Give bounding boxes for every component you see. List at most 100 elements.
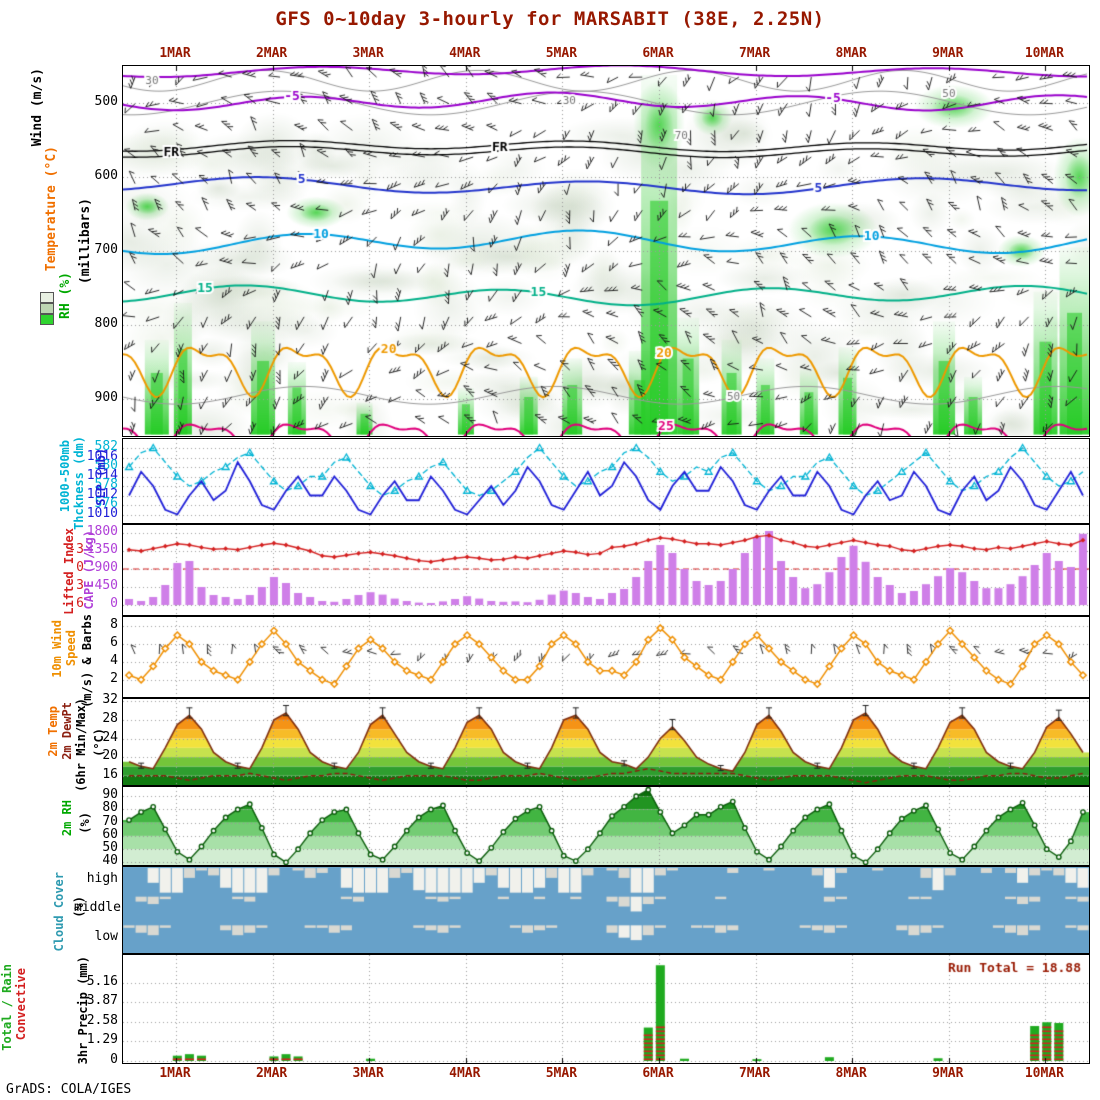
axis-title: Total / Rain (0, 964, 14, 1051)
axis-tick-label: 32 (102, 692, 118, 708)
axis-tick-label: 50 (102, 840, 118, 856)
axis-tick-label: 1800 (86, 524, 118, 539)
grads-credit: GrADS: COLA/IGES (6, 1082, 132, 1097)
axis-tick-label: 24 (102, 729, 118, 745)
axis-title: CAPE (J/kg) (82, 530, 96, 610)
axis-title: 2m Temp (46, 706, 60, 757)
date-label: 10MAR (1024, 46, 1064, 61)
axis-tick-label: 2.58 (86, 1012, 118, 1028)
axis-tick-label: 16 (102, 766, 118, 782)
axis-tick-label: high (86, 871, 118, 887)
axis-title: (%) (78, 812, 92, 834)
axis-tick-label: 0 (110, 1052, 118, 1067)
axis-tick-label: 450 (94, 578, 118, 593)
axis-tick-label: 578 (94, 477, 118, 492)
axis-tick-label: 600 (94, 168, 118, 183)
axis-tick-label: 90 (102, 787, 118, 803)
axis-tick-label: 40 (102, 853, 118, 869)
date-label: 10MAR (1024, 1066, 1064, 1081)
axis-title: 1000-500mb (58, 440, 72, 513)
axis-tick-label: 500 (94, 94, 118, 109)
date-label: 4MAR (449, 46, 481, 61)
precip-panel (122, 954, 1090, 1064)
temp-dewpoint-panel (122, 698, 1090, 786)
axis-title: 10m Wind (50, 620, 64, 678)
axis-tick-label: middle (74, 900, 121, 915)
date-label: 8MAR (835, 1066, 867, 1081)
page-title: GFS 0~10day 3-hourly for MARSABIT (38E, … (275, 8, 825, 30)
axis-tick-label: 3 (76, 578, 84, 593)
axis-title: Temperature (°C) (44, 146, 59, 272)
axis-title: Wind (m/s) (30, 68, 45, 147)
axis-tick-label: 582 (94, 439, 118, 454)
axis-tick-label: 580 (94, 458, 118, 473)
axis-title: Convective (14, 968, 28, 1041)
rh-legend-swatch (40, 292, 54, 303)
axis-tick-label: 3.87 (86, 993, 118, 1009)
axis-tick-label: 1012 (86, 486, 118, 502)
axis-title: RH (%) (58, 272, 73, 319)
axis-tick-label: 4 (110, 652, 118, 668)
date-label: 7MAR (738, 46, 771, 61)
axis-tick-label: 5.16 (86, 973, 118, 989)
axis-tick-label: low (94, 928, 118, 944)
rh-2m-panel (122, 786, 1090, 866)
date-label: 3MAR (352, 46, 384, 61)
axis-title: Thckness (dm) (72, 436, 86, 530)
axis-tick-label: 1014 (86, 467, 118, 483)
axis-title: (%) (72, 896, 86, 918)
wind-10m-panel (122, 616, 1090, 698)
date-label: 9MAR (932, 1066, 964, 1081)
axis-tick-label: 70 (102, 813, 118, 829)
axis-title: Cloud Cover (52, 872, 66, 952)
date-label: 2MAR (255, 46, 288, 61)
axis-tick-label: 700 (94, 242, 118, 257)
axis-tick-label: 8 (110, 617, 118, 633)
date-label: 1MAR (159, 1066, 191, 1081)
date-label: 9MAR (932, 46, 964, 61)
date-label: 3MAR (352, 1066, 384, 1081)
axis-title: SLP (mb) (94, 448, 108, 506)
axis-tick-label: 20 (102, 748, 118, 764)
axis-title: 2m DewPt (60, 702, 74, 760)
date-axis-bottom: 1MAR 2MAR 3MAR 4MAR 5MAR 6MAR 7MAR 8MAR 9MAR 10MA… (0, 1066, 1100, 1082)
upper-air-panel (122, 65, 1090, 437)
cape-lifted-index-panel (122, 524, 1090, 616)
axis-tick-label: 60 (102, 826, 118, 842)
axis-tick-label: 1350 (86, 542, 118, 557)
date-label: 5MAR (545, 1066, 578, 1081)
date-label: 7MAR (738, 1066, 771, 1081)
rh-legend-swatch (40, 314, 54, 325)
cloud-cover-panel (122, 866, 1090, 954)
axis-tick-label: 1.29 (86, 1032, 118, 1048)
date-label: 6MAR (642, 46, 674, 61)
axis-title: Lifted Index (62, 528, 76, 615)
axis-tick-label: 2 (110, 670, 118, 686)
axis-title: 2m RH (60, 800, 74, 837)
axis-tick-label: 6 (76, 596, 84, 611)
axis-tick-label: 900 (94, 560, 118, 575)
date-label: 1MAR (159, 46, 191, 61)
axis-tick-label: 6 (110, 635, 118, 651)
axis-title: 3hr Precip (mm) (76, 956, 90, 1065)
date-label: 5MAR (545, 46, 578, 61)
axis-title: (°C) (92, 728, 106, 757)
axis-tick-label: 1016 (86, 448, 118, 464)
slp-thickness-panel (122, 438, 1090, 524)
axis-title: Speed (64, 630, 78, 667)
axis-tick-label: -3 (68, 542, 84, 557)
axis-tick-label: 0 (110, 596, 118, 611)
date-label: 4MAR (449, 1066, 481, 1081)
axis-tick-label: 1010 (86, 505, 118, 521)
axis-tick-label: 0 (76, 560, 84, 575)
axis-tick-label: 80 (102, 800, 118, 816)
rh-legend-swatch (40, 303, 54, 314)
axis-title: (6hr Min/Max) (74, 698, 88, 792)
date-axis-top: 1MAR 2MAR 3MAR 4MAR 5MAR 6MAR 7MAR 8MAR 9MAR 10MA… (0, 46, 1100, 62)
axis-tick-label: 900 (94, 390, 118, 405)
date-label: 6MAR (642, 1066, 674, 1081)
date-label: 8MAR (835, 46, 867, 61)
axis-tick-label: 576 (94, 496, 118, 511)
date-label: 2MAR (255, 1066, 288, 1081)
